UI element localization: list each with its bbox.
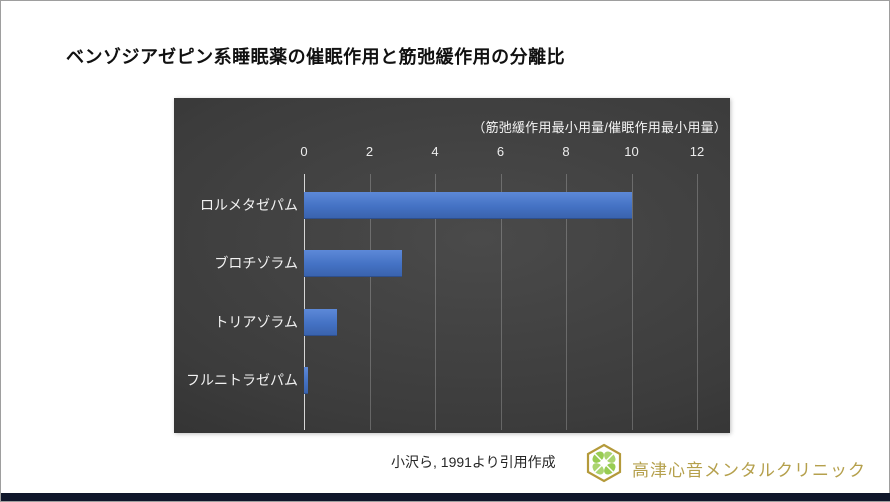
bar: [304, 192, 632, 219]
category-label: ロルメタゼパム: [200, 197, 298, 213]
gridline: [435, 174, 436, 430]
x-tick-label: 0: [300, 144, 308, 159]
clinic-name: 高津心音メンタルクリニック: [632, 461, 866, 480]
page-title: ベンゾジアゼピン系睡眠薬の催眠作用と筋弛緩作用の分離比: [66, 47, 566, 67]
gridline: [697, 174, 698, 430]
x-tick-label: 2: [365, 144, 374, 159]
hexagon-clover-logo-icon: [586, 443, 622, 483]
category-label: ブロチゾラム: [214, 255, 298, 271]
bottom-accent-strip: [1, 493, 890, 501]
bar: [304, 367, 308, 394]
chart-annotation: （筋弛緩作用最小用量/催眠作用最小用量）: [472, 120, 727, 135]
x-tick-label: 12: [689, 144, 705, 159]
x-tick-label: 6: [496, 144, 505, 159]
source-caption: 小沢ら, 1991より引用作成: [391, 454, 556, 470]
category-label: トリアゾラム: [214, 314, 298, 330]
bar: [304, 250, 402, 277]
gridline: [631, 174, 633, 430]
x-tick-label: 10: [624, 144, 639, 159]
gridline: [369, 174, 371, 430]
bar: [304, 309, 337, 336]
category-label: フルニトラゼパム: [186, 372, 298, 388]
gridline: [566, 174, 567, 430]
gridline: [500, 174, 502, 430]
x-tick-label: 8: [562, 144, 570, 159]
y-axis-line: [304, 174, 305, 430]
x-tick-label: 4: [431, 144, 439, 159]
bar-chart: （筋弛緩作用最小用量/催眠作用最小用量） 0 2 4 6 8 10 12 ロルメタゼパムブロチ…: [174, 98, 730, 433]
